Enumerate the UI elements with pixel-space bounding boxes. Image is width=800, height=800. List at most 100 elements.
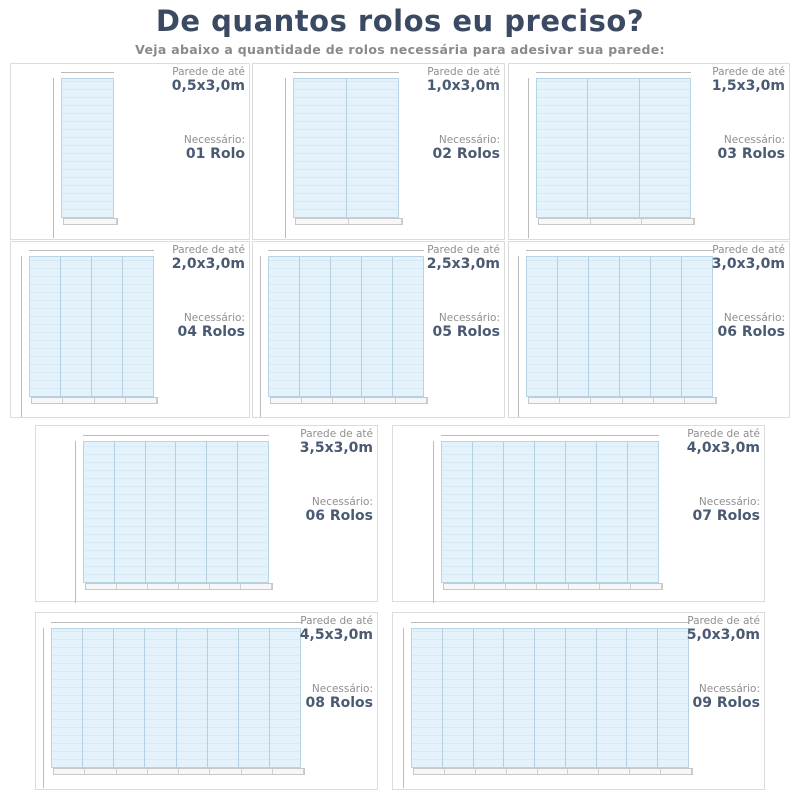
wall-info: Parede de até 1,0x3,0m Necessário: 02 Ro… (427, 66, 500, 162)
needed-label: Necessário: (311, 683, 373, 695)
rolls-needed: 08 Rolos (305, 695, 373, 711)
rolls-illustration (31, 397, 158, 404)
roll (210, 769, 242, 774)
wall-info: Parede de até 4,5x3,0m Necessário: 08 Ro… (300, 615, 373, 711)
wall-illustration (83, 441, 269, 583)
roll (591, 398, 623, 403)
wall-card: Parede de até 0,5x3,0m Necessário: 01 Ro… (10, 63, 250, 240)
wall-card: Parede de até 2,0x3,0m Necessário: 04 Ro… (10, 241, 250, 418)
roll (623, 398, 654, 403)
wall-size: 1,5x3,0m (711, 78, 785, 94)
roll (445, 769, 476, 774)
wallpaper-panel (30, 257, 61, 396)
rolls-illustration (443, 583, 663, 590)
roll (365, 398, 396, 403)
wall-size: 0,5x3,0m (171, 78, 245, 94)
roll (560, 398, 592, 403)
roll (475, 584, 507, 589)
wall-label: Parede de até (712, 66, 785, 78)
wallpaper-panel (145, 442, 177, 582)
needed-label: Necessário: (723, 312, 785, 324)
wall-size: 1,0x3,0m (426, 78, 500, 94)
rolls-illustration (270, 397, 428, 404)
rolls-needed: 06 Rolos (305, 508, 373, 524)
wallpaper-panel (442, 629, 474, 767)
roll (271, 398, 303, 403)
wallpaper-panel (362, 257, 393, 396)
rolls-illustration (63, 218, 118, 225)
needed-label: Necessário: (438, 134, 500, 146)
rolls-illustration (413, 768, 693, 775)
wallpaper-panel (473, 442, 504, 582)
wall-size: 2,0x3,0m (171, 256, 245, 272)
wall-illustration (536, 78, 691, 218)
width-dimension-line (51, 622, 301, 623)
height-dimension-line (518, 256, 519, 417)
wallpaper-panel (473, 629, 505, 767)
wallpaper-panel (145, 629, 177, 767)
rolls-illustration (85, 583, 273, 590)
wallpaper-panel (269, 629, 300, 767)
wall-illustration (411, 628, 689, 768)
wallpaper-panel (565, 629, 597, 767)
roll (117, 584, 148, 589)
wallpaper-panel (114, 442, 146, 582)
wall-illustration (29, 256, 154, 397)
page-subtitle: Veja abaixo a quantidade de rolos necess… (135, 42, 665, 57)
roll (54, 769, 86, 774)
rolls-needed: 04 Rolos (177, 324, 245, 340)
wallpaper-panel (61, 257, 92, 396)
roll (241, 584, 272, 589)
roll (349, 219, 402, 224)
roll (599, 769, 631, 774)
wallpaper-panel (176, 442, 208, 582)
wall-size: 4,5x3,0m (299, 627, 373, 643)
roll (591, 219, 643, 224)
wallpaper-panel (52, 629, 84, 767)
roll (600, 584, 631, 589)
wall-illustration (293, 78, 399, 218)
wallpaper-panel (62, 79, 113, 217)
wall-card: Parede de até 3,0x3,0m Necessário: 06 Ro… (508, 241, 790, 418)
roll (506, 584, 538, 589)
rolls-needed: 07 Rolos (692, 508, 760, 524)
wallpaper-panel (537, 79, 589, 217)
roll (32, 398, 64, 403)
wall-info: Parede de até 3,5x3,0m Necessário: 06 Ro… (300, 428, 373, 524)
roll (642, 219, 695, 224)
roll (273, 769, 304, 774)
wallpaper-panel (597, 442, 628, 582)
roll (507, 769, 538, 774)
width-dimension-line (83, 435, 269, 436)
rolls-needed: 01 Rolo (185, 146, 245, 162)
roll (117, 769, 148, 774)
wall-illustration (51, 628, 301, 768)
wallpaper-panel (300, 257, 331, 396)
wallpaper-panel (535, 442, 566, 582)
roll (148, 584, 179, 589)
rolls-illustration (538, 218, 695, 225)
rolls-needed: 06 Rolos (717, 324, 785, 340)
wall-label: Parede de até (687, 615, 760, 627)
wall-illustration (268, 256, 424, 397)
wall-illustration (61, 78, 114, 218)
wall-info: Parede de até 2,5x3,0m Necessário: 05 Ro… (427, 244, 500, 340)
width-dimension-line (268, 250, 424, 251)
wall-info: Parede de até 2,0x3,0m Necessário: 04 Ro… (172, 244, 245, 340)
roll (568, 769, 600, 774)
wall-label: Parede de até (687, 428, 760, 440)
wall-info: Parede de até 1,5x3,0m Necessário: 03 Ro… (712, 66, 785, 162)
roll (396, 398, 428, 403)
rolls-illustration (295, 218, 403, 225)
wallpaper-panel (658, 629, 689, 767)
needed-label: Necessário: (311, 496, 373, 508)
width-dimension-line (293, 72, 399, 73)
roll (630, 769, 662, 774)
roll (661, 769, 693, 774)
wall-label: Parede de até (300, 615, 373, 627)
roll (296, 219, 349, 224)
roll (179, 584, 210, 589)
needed-label: Necessário: (438, 312, 500, 324)
height-dimension-line (403, 628, 404, 788)
roll (148, 769, 179, 774)
